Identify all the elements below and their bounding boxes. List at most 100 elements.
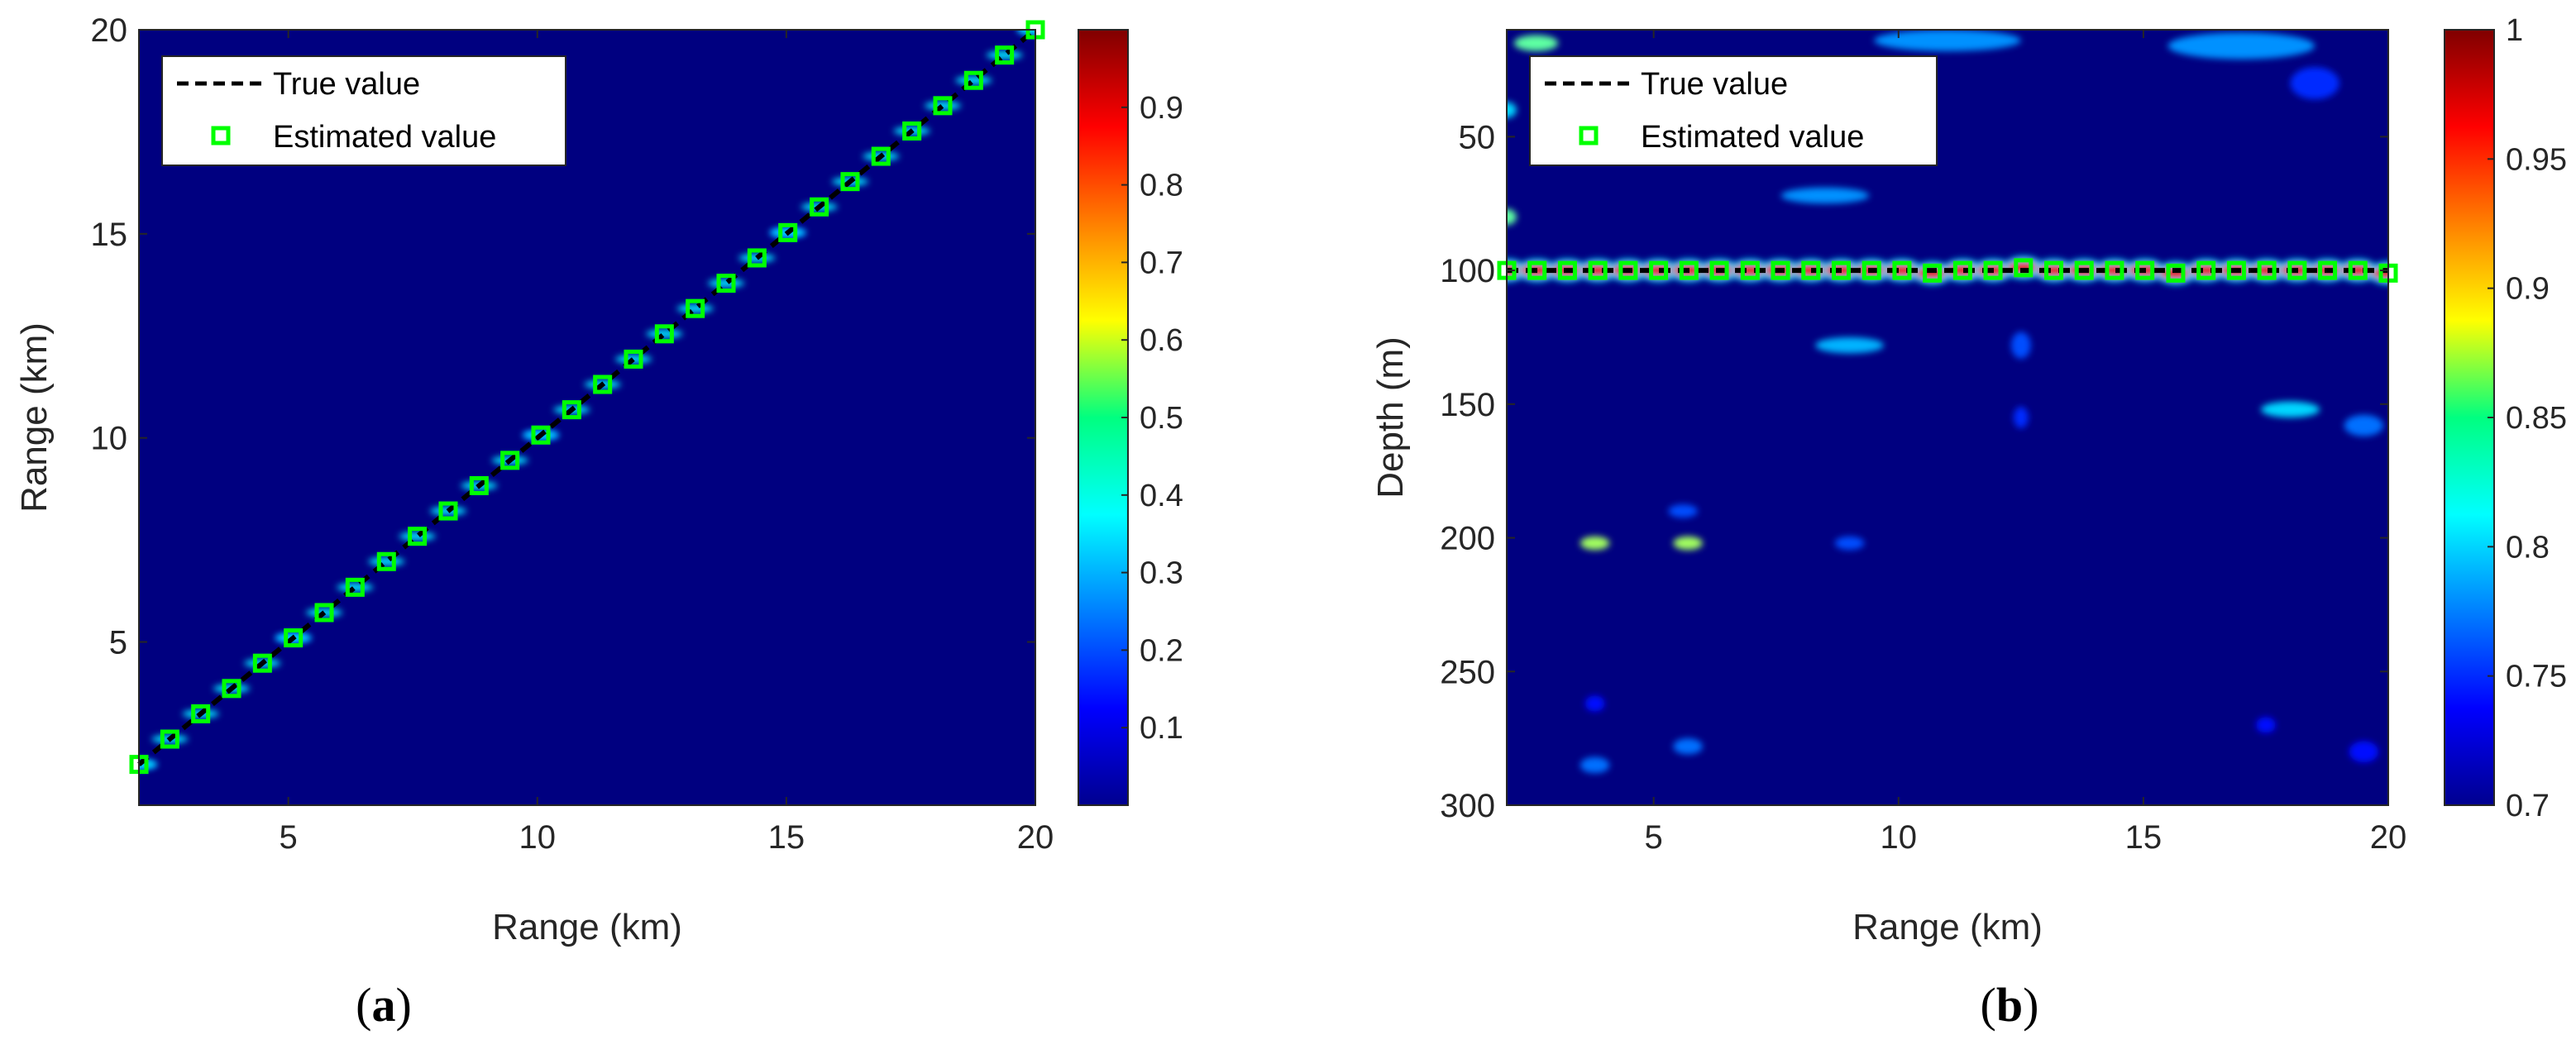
x-tick-label: 20 xyxy=(2370,819,2407,856)
y-tick-label: 150 xyxy=(1440,387,1495,423)
colorbar-tick-label: 0.5 xyxy=(1140,401,1183,436)
estimated-value-marker xyxy=(191,704,211,723)
estimated-value-marker xyxy=(345,577,365,597)
y-tick-label: 100 xyxy=(1440,253,1495,289)
heatmap-hotspot xyxy=(2261,401,2320,417)
estimated-value-marker xyxy=(747,248,767,268)
estimated-value-marker xyxy=(963,70,983,90)
colorbar-tick-label: 0.7 xyxy=(1140,246,1183,280)
y-axis-label-a: Range (km) xyxy=(14,322,55,513)
heatmap-hotspot xyxy=(1673,536,1703,551)
legend-estimated-value-label-a: Estimated value xyxy=(273,120,496,155)
heatmap-ridge-cell xyxy=(955,76,992,85)
estimated-value-marker xyxy=(1892,260,1912,280)
estimated-value-marker xyxy=(593,374,613,394)
estimated-value-marker xyxy=(562,400,581,420)
x-tick-label: 20 xyxy=(1017,819,1054,856)
estimated-value-marker xyxy=(2226,260,2246,280)
colorbar-tick-label: 0.75 xyxy=(2506,660,2567,694)
heatmap-hotspot xyxy=(2344,414,2384,437)
heatmap-hotspot xyxy=(1507,208,1517,226)
estimated-value-marker xyxy=(314,603,334,623)
y-tick-label: 10 xyxy=(91,421,128,457)
colorbar-tick-label: 0.3 xyxy=(1140,556,1183,591)
y-tick-label: 300 xyxy=(1440,788,1495,824)
estimated-value-marker xyxy=(469,475,489,495)
estimated-value-marker xyxy=(2044,260,2064,280)
x-tick-label: 10 xyxy=(1881,819,1918,856)
estimated-value-marker xyxy=(1801,260,1821,280)
colorbar-tick-label: 0.9 xyxy=(2506,272,2550,307)
colorbar-tick-label: 0.95 xyxy=(2506,142,2567,177)
x-tick-label: 15 xyxy=(768,819,805,856)
estimated-value-marker xyxy=(1527,260,1547,280)
estimated-value-marker xyxy=(2257,260,2277,280)
true-value-line-a xyxy=(137,27,1037,766)
estimated-value-marker xyxy=(840,172,860,192)
panel-a: 5 10 15 20 5 10 15 20 Range (km) Range (km) 0.… xyxy=(14,12,1183,1032)
legend-b: True value Estimated value xyxy=(1529,55,1938,166)
estimated-value-marker xyxy=(1983,260,2003,280)
heatmap-hotspot xyxy=(1874,30,2021,51)
heatmap-hotspot xyxy=(1673,738,1703,755)
estimated-value-marker xyxy=(902,121,922,141)
y-ticks-a: 5 10 15 20 xyxy=(91,12,1035,661)
colorbar-b: 0.7 0.75 0.8 0.85 0.9 0.95 1 xyxy=(2444,13,2567,823)
estimated-value-marker xyxy=(2014,258,2034,278)
x-tick-label: 5 xyxy=(280,819,298,856)
heatmap-hotspot xyxy=(1815,336,1885,354)
heatmap-hotspot xyxy=(1780,187,1870,204)
y-tick-label: 200 xyxy=(1440,521,1495,557)
y-tick-label: 20 xyxy=(91,12,128,49)
colorbar-gradient-b xyxy=(2444,29,2495,806)
heatmap-b xyxy=(1507,30,2388,805)
y-ticks-b: 50 100 150 200 250 300 xyxy=(1440,119,2388,824)
estimated-value-marker xyxy=(2348,260,2368,280)
heatmap-hotspot xyxy=(2013,407,2029,428)
heatmap-hotspot xyxy=(2167,32,2316,60)
heatmap-hotspot xyxy=(2290,67,2339,100)
estimate-overlay-a xyxy=(129,20,1045,775)
colorbar-tick-label: 0.85 xyxy=(2506,401,2567,436)
x-ticks-a: 5 10 15 20 xyxy=(280,30,1054,856)
estimated-value-marker xyxy=(654,324,674,344)
x-tick-label: 10 xyxy=(519,819,557,856)
colorbar-tick-label: 0.6 xyxy=(1140,323,1183,358)
estimated-value-marker xyxy=(871,146,891,166)
heatmap-hotspot xyxy=(1507,102,1517,118)
estimated-value-marker xyxy=(1862,260,1881,280)
estimated-value-marker xyxy=(438,501,458,521)
estimated-value-marker xyxy=(252,653,272,673)
estimated-value-marker xyxy=(531,425,551,445)
estimated-value-marker xyxy=(1618,260,1638,280)
legend-estimated-marker-b xyxy=(1579,126,1599,146)
legend-a: True value Estimated value xyxy=(161,55,566,166)
x-tick-label: 5 xyxy=(1645,819,1663,856)
estimated-value-marker xyxy=(624,349,643,369)
x-tick-label: 15 xyxy=(2125,819,2163,856)
estimated-value-marker xyxy=(995,45,1015,65)
estimated-value-marker xyxy=(2196,260,2216,280)
y-tick-label: 250 xyxy=(1440,654,1495,690)
heatmap-hotspots-b xyxy=(1507,30,2384,774)
estimated-value-marker xyxy=(2287,260,2307,280)
legend-true-value-label-a: True value xyxy=(273,67,420,102)
colorbar-tick-label: 0.8 xyxy=(2506,530,2550,565)
estimated-value-marker xyxy=(408,527,428,546)
legend-estimated-value-label-b: Estimated value xyxy=(1641,120,1864,155)
heatmap-hotspot xyxy=(1668,504,1698,518)
panel-label-a: (a) xyxy=(356,978,412,1032)
estimated-value-marker xyxy=(284,628,303,648)
y-tick-label: 5 xyxy=(109,625,127,661)
estimated-value-marker xyxy=(1923,263,1943,283)
estimated-value-marker xyxy=(1588,260,1608,280)
estimated-value-marker xyxy=(810,197,829,217)
estimated-value-marker xyxy=(222,679,241,699)
colorbar-tick-label: 0.1 xyxy=(1140,711,1183,746)
legend-box-a xyxy=(161,55,566,166)
plot-frame-b xyxy=(1506,29,2389,806)
colorbar-tick-label: 0.9 xyxy=(1140,91,1183,126)
panel-label-b: (b) xyxy=(1981,978,2039,1032)
x-axis-label-a: Range (km) xyxy=(492,907,682,947)
estimated-value-marker xyxy=(716,274,736,293)
